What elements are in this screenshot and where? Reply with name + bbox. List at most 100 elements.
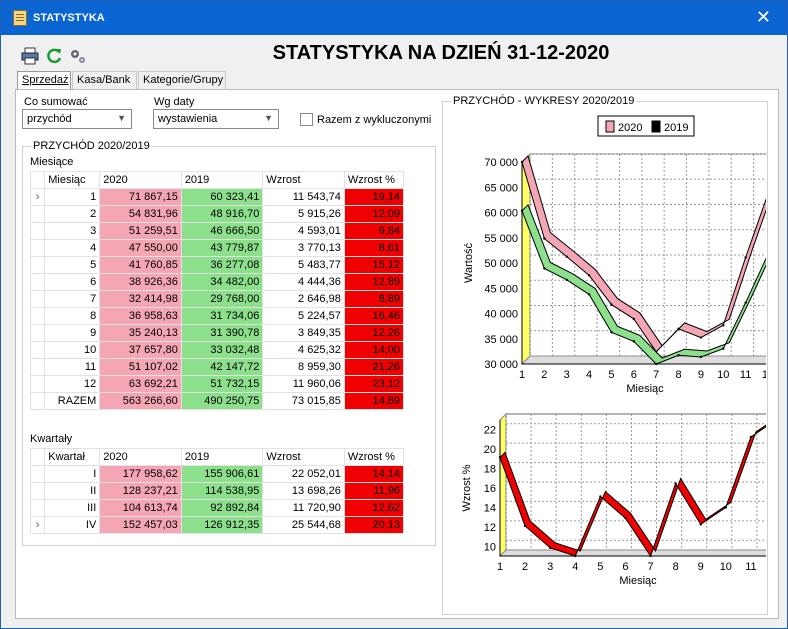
x-tick-label: 12 [762, 369, 766, 381]
data-point [548, 546, 552, 550]
column-header[interactable]: Wzrost % [343, 171, 405, 189]
tab-kasa-bank[interactable]: Kasa/Bank [72, 71, 137, 90]
tab-sprzedaz[interactable]: Sprzedaż [17, 71, 71, 91]
y-tick-label: 14 [484, 502, 496, 514]
x-tick-label: 8 [675, 369, 681, 381]
table-cell: 48 916,70 [180, 205, 264, 223]
table-cell: 152 457,03 [99, 516, 182, 534]
table-cell: 2 [44, 205, 101, 223]
close-icon[interactable]: ✕ [755, 7, 771, 27]
table-row[interactable]: 10 37 657,80 33 032,48 4 625,32 14,00 [29, 341, 405, 359]
x-tick-label: 10 [717, 369, 729, 381]
total-cell: RAZEM [44, 392, 101, 410]
data-point [599, 495, 602, 498]
table-row[interactable]: 12 63 692,21 51 732,15 11 960,06 23,12 [29, 375, 405, 393]
table-cell: 4 444,36 [262, 273, 345, 291]
gears-icon[interactable] [69, 47, 87, 65]
table-cell: 4 593,01 [262, 222, 345, 240]
column-header[interactable]: Wzrost % [343, 448, 405, 466]
data-point [610, 303, 613, 306]
y-tick-label: 65 000 [484, 182, 518, 194]
table-cell: 5 915,26 [262, 205, 345, 223]
row-indicator [29, 222, 46, 240]
table-row[interactable]: I 177 958,62 155 906,61 22 052,01 14,14 [29, 465, 405, 483]
title-bar: STATYSTYKA ✕ [1, 1, 787, 35]
data-point [632, 340, 636, 343]
column-header[interactable]: 2020 [99, 171, 182, 189]
x-tick-label: 3 [564, 369, 570, 381]
table-cell: 8 959,30 [262, 358, 345, 376]
table-row[interactable]: 9 35 240,13 31 390,78 3 849,35 12,26 [29, 324, 405, 342]
table-row[interactable]: 2 54 831,96 48 916,70 5 915,26 12,09 [29, 205, 405, 223]
table-cell: 36 277,08 [180, 256, 264, 274]
refresh-icon[interactable] [45, 47, 63, 65]
table-cell: 104 613,74 [99, 499, 182, 517]
table-cell: 12,09 [343, 205, 405, 223]
row-indicator [29, 273, 46, 291]
x-tick-label: 4 [572, 561, 578, 573]
table-cell: 21,26 [343, 358, 405, 376]
table-cell: 41 760,85 [99, 256, 182, 274]
data-point [574, 554, 577, 558]
column-header[interactable]: Wzrost [262, 448, 345, 466]
table-row[interactable]: 6 38 926,36 34 482,00 4 444,36 12,89 [29, 273, 405, 291]
table-row[interactable]: 7 32 414,98 29 768,00 2 646,98 8,89 [29, 290, 405, 308]
table-cell: 12,89 [343, 273, 405, 291]
table-cell: 11 720,90 [262, 499, 345, 517]
column-header[interactable]: Miesiąc [44, 171, 101, 189]
y-tick-label: 20 [484, 444, 496, 456]
column-header[interactable]: Wzrost [262, 171, 345, 189]
data-point [610, 331, 613, 334]
column-header[interactable]: 2020 [99, 448, 182, 466]
total-cell: 563 266,60 [99, 392, 182, 410]
column-header[interactable]: Kwartał [44, 448, 101, 466]
row-indicator [29, 239, 46, 257]
x-tick-label: 5 [597, 561, 603, 573]
printer-icon[interactable] [21, 47, 39, 65]
table-row[interactable]: › 1 71 867,15 60 323,41 11 543,74 19,14 [29, 188, 405, 206]
total-row: RAZEM 563 266,60 490 250,75 73 015,85 14,89 [29, 392, 405, 410]
table-cell: 19,14 [343, 188, 405, 206]
column-header[interactable]: 2019 [180, 448, 264, 466]
sum-select[interactable]: przychód ▼ [22, 109, 132, 129]
table-row[interactable]: II 128 237,21 114 538,95 13 698,26 11,96 [29, 482, 405, 500]
table-cell: 7 [44, 290, 101, 308]
chevron-down-icon: ▼ [117, 113, 126, 123]
column-header[interactable]: 2019 [180, 171, 264, 189]
charts-group-title: PRZYCHÓD - WYKRESY 2020/2019 [453, 95, 635, 107]
table-row[interactable]: 8 36 958,63 31 734,06 5 224,57 16,46 [29, 307, 405, 325]
x-axis-label: Miesiąc [619, 575, 657, 587]
table-cell: 33 032,48 [180, 341, 264, 359]
y-axis-label: Wartość [463, 243, 475, 283]
row-indicator [29, 392, 46, 410]
table-cell: 3 [44, 222, 101, 240]
sum-label: Co sumować [24, 96, 88, 108]
table-row[interactable]: 3 51 259,51 46 666,50 4 593,01 9,84 [29, 222, 405, 240]
table-row[interactable]: 11 51 107,02 42 147,72 8 959,30 21,26 [29, 358, 405, 376]
excluded-checkbox[interactable] [300, 113, 313, 126]
table-cell: 114 538,95 [180, 482, 264, 500]
date-select[interactable]: wystawienia ▼ [153, 109, 279, 129]
y-tick-label: 35 000 [484, 334, 518, 346]
data-point [543, 267, 546, 270]
table-cell: 6 [44, 273, 101, 291]
table-row[interactable]: III 104 613,74 92 892,84 11 720,90 12,62 [29, 499, 405, 517]
income-group-title: PRZYCHÓD 2020/2019 [33, 140, 150, 152]
table-cell: 177 958,62 [99, 465, 182, 483]
table-row[interactable]: 5 41 760,85 36 277,08 5 483,77 15,12 [29, 256, 405, 274]
sum-select-value: przychód [27, 113, 72, 125]
data-point [565, 255, 568, 258]
table-cell: 4 [44, 239, 101, 257]
data-point [543, 237, 546, 240]
table-row[interactable]: › IV 152 457,03 126 912,35 25 544,68 20,13 [29, 516, 405, 534]
table-row[interactable]: 4 47 550,00 43 779,87 3 770,13 8,61 [29, 239, 405, 257]
table-header-row: Miesiąc 2020 2019 Wzrost Wzrost % [29, 171, 405, 189]
row-indicator: › [29, 188, 46, 206]
tab-kategorie-grupy[interactable]: Kategorie/Grupy [138, 71, 226, 90]
table-cell: 51 732,15 [180, 375, 264, 393]
table-cell: 71 867,15 [99, 188, 182, 206]
row-indicator-header [29, 448, 46, 466]
data-point [722, 347, 725, 350]
excluded-label: Razem z wykluczonymi [317, 114, 432, 126]
table-cell: 42 147,72 [180, 358, 264, 376]
